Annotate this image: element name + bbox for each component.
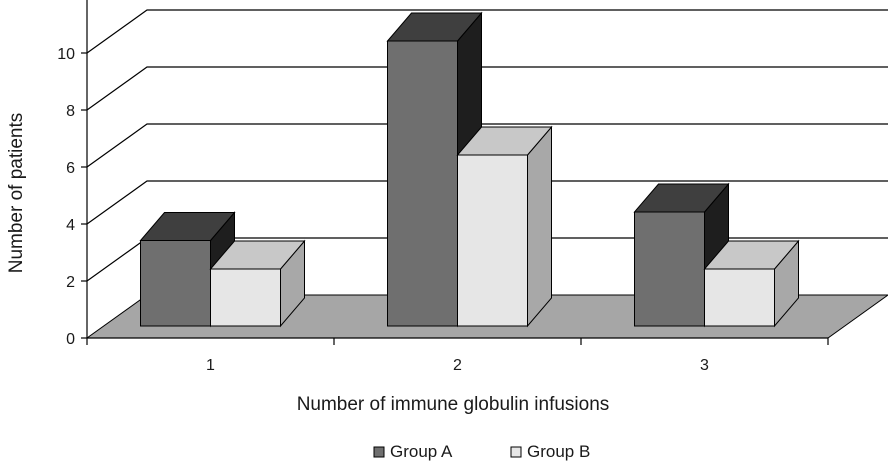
- legend-swatch-group-b: [510, 446, 522, 458]
- gridline: [86, 66, 888, 111]
- bar-side-face: [527, 125, 552, 328]
- chart-bars: [139, 11, 800, 328]
- y-tick-label: 8: [66, 103, 75, 120]
- y-tick-label: 0: [66, 331, 75, 348]
- y-tick-label: 6: [66, 160, 75, 177]
- bar-group-b-1: [209, 239, 306, 328]
- chart-axes: [81, 0, 829, 345]
- bar-front-face: [140, 240, 211, 327]
- bar-group-b-3: [703, 239, 800, 328]
- x-axis-title: Number of immune globulin infusions: [297, 394, 610, 415]
- legend: Group A Group B: [373, 442, 590, 461]
- y-tick-label: 4: [66, 217, 75, 234]
- bar-front-face: [634, 211, 705, 327]
- gridline: [86, 9, 888, 54]
- bar-front-face: [210, 268, 281, 327]
- y-axis-title: Number of patients: [6, 113, 27, 274]
- x-tick-label: 1: [206, 357, 215, 374]
- gridline: [86, 180, 888, 225]
- x-tick-labels: 1 2 3: [206, 357, 709, 374]
- x-tick-label: 2: [453, 357, 462, 374]
- y-tick-labels: 0 2 4 6 8 10: [57, 46, 75, 348]
- x-tick-label: 3: [700, 357, 709, 374]
- legend-label-group-b: Group B: [527, 442, 590, 461]
- legend-label-group-a: Group A: [390, 442, 453, 461]
- legend-swatch-group-a: [373, 446, 385, 458]
- bar-group-b-2: [456, 125, 553, 328]
- bar-front-face: [387, 40, 458, 327]
- gridline: [86, 123, 888, 168]
- bar-front-face: [457, 154, 528, 327]
- bar-front-face: [704, 268, 775, 327]
- y-tick-label: 2: [66, 274, 75, 291]
- y-tick-label: 10: [57, 46, 75, 63]
